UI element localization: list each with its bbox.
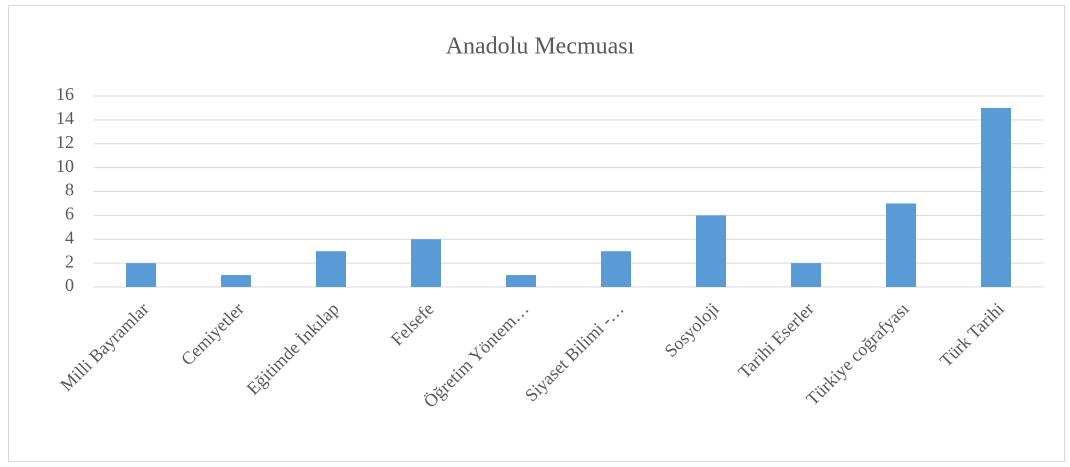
bar: [791, 263, 821, 287]
y-tick-label: 0: [65, 275, 74, 295]
y-tick-label: 6: [65, 204, 74, 224]
y-tick-label: 4: [65, 227, 74, 247]
bar: [221, 275, 251, 287]
chart-title: Anadolu Mecmuası: [446, 34, 635, 60]
y-tick-label: 2: [65, 251, 74, 271]
bar: [126, 263, 156, 287]
y-tick-label: 14: [56, 108, 74, 128]
y-tick-label: 8: [65, 180, 74, 200]
y-tick-label: 10: [56, 156, 74, 176]
y-tick-label: 16: [56, 84, 74, 104]
bar: [316, 251, 346, 287]
bar: [981, 107, 1011, 287]
bar: [601, 251, 631, 287]
y-tick-label: 12: [56, 132, 74, 152]
bar: [696, 215, 726, 287]
bar: [886, 203, 916, 287]
bar: [411, 239, 441, 287]
bar: [506, 275, 536, 287]
